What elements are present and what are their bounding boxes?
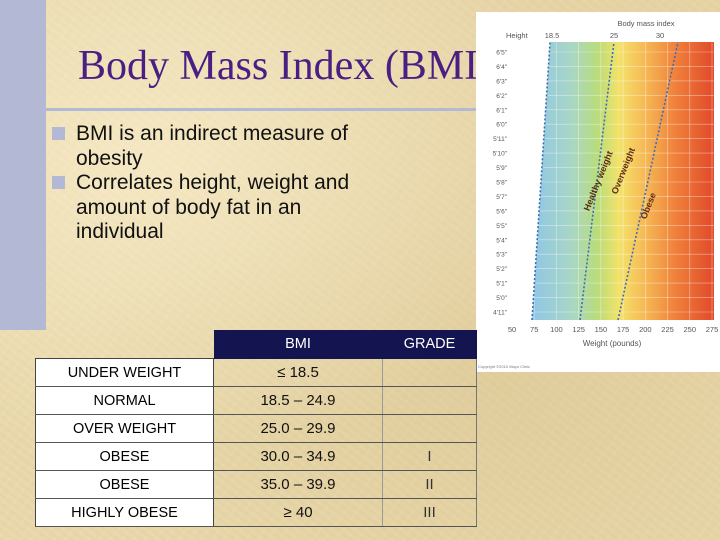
weight-tick-label: 100 — [550, 325, 563, 334]
copyright-text: Copyright ©2010 Mayo Clinic — [478, 364, 530, 369]
bmi-tick-label: 30 — [656, 31, 664, 40]
table-row: UNDER WEIGHT ≤ 18.5 — [35, 358, 477, 387]
category-cell: HIGHLY OBESE — [35, 498, 214, 527]
height-tick-label: 6'1" — [496, 107, 507, 114]
weight-tick-label: 50 — [508, 325, 516, 334]
bmi-chart-svg: 6'5" 6'4" 6'3" 6'2" 6'1" 6'0" 5'11" 5'10" 5'9" 5'… — [476, 12, 720, 372]
height-tick-label: 5'3" — [496, 252, 507, 259]
bmi-range-cell: ≤ 18.5 — [213, 358, 383, 387]
height-tick-label: 6'4" — [496, 64, 507, 71]
bmi-tick-label: 25 — [610, 31, 618, 40]
table-row: OVER WEIGHT 25.0 – 29.9 — [35, 414, 477, 443]
height-tick-label: 6'3" — [496, 78, 507, 85]
grade-cell — [382, 414, 477, 443]
height-tick-label: 6'5" — [496, 50, 507, 57]
category-cell: OBESE — [35, 442, 214, 471]
square-bullet-icon — [52, 176, 65, 189]
height-tick-label: 5'9" — [496, 165, 507, 172]
height-tick-label: 5'4" — [496, 237, 507, 244]
category-cell: OBESE — [35, 470, 214, 499]
height-tick-label: 6'2" — [496, 93, 507, 100]
table-row: NORMAL 18.5 – 24.9 — [35, 386, 477, 415]
category-cell: NORMAL — [35, 386, 214, 415]
table-row: OBESE 30.0 – 34.9 I — [35, 442, 477, 471]
bullet-item: Correlates height, weight and amount of … — [52, 171, 382, 245]
weight-tick-label: 200 — [639, 325, 652, 334]
square-bullet-icon — [52, 127, 65, 140]
height-tick-label: 5'1" — [496, 281, 507, 288]
grade-cell: II — [382, 470, 477, 499]
header-grade: GRADE — [382, 330, 477, 359]
bmi-range-cell: 25.0 – 29.9 — [213, 414, 383, 443]
grade-cell — [382, 358, 477, 387]
grade-cell: I — [382, 442, 477, 471]
grade-cell: III — [382, 498, 477, 527]
underweight-region — [510, 42, 550, 320]
weight-tick-label: 125 — [572, 325, 585, 334]
left-accent-bar — [0, 0, 46, 330]
height-tick-label: 5'10" — [493, 151, 508, 158]
weight-tick-label: 275 — [706, 325, 719, 334]
slide-title: Body Mass Index (BMI) — [78, 43, 493, 89]
weight-tick-label: 75 — [530, 325, 538, 334]
table-row: OBESE 35.0 – 39.9 II — [35, 470, 477, 499]
bmi-axis-title: Body mass index — [617, 19, 674, 28]
bullet-text: BMI is an indirect measure of obesity — [76, 122, 348, 170]
weight-tick-label: 175 — [617, 325, 630, 334]
bmi-range-cell: 35.0 – 39.9 — [213, 470, 383, 499]
bullet-item: BMI is an indirect measure of obesity — [52, 122, 382, 171]
table-header-row: BMI GRADE — [36, 330, 477, 359]
height-tick-label: 5'5" — [496, 223, 507, 230]
category-cell: UNDER WEIGHT — [35, 358, 214, 387]
bmi-tick-label: 18.5 — [545, 31, 560, 40]
height-tick-label: 5'0" — [496, 295, 507, 302]
bullet-list: BMI is an indirect measure of obesity Co… — [52, 122, 382, 245]
bmi-grade-table: BMI GRADE UNDER WEIGHT ≤ 18.5 NORMAL 18.… — [35, 330, 477, 527]
height-tick-label: 5'7" — [496, 194, 507, 201]
height-axis-label: Height — [506, 31, 529, 40]
weight-tick-label: 150 — [595, 325, 608, 334]
bmi-chart-image: 6'5" 6'4" 6'3" 6'2" 6'1" 6'0" 5'11" 5'10" 5'9" 5'… — [476, 12, 720, 372]
header-blank-cell — [36, 330, 214, 359]
bullet-text: Correlates height, weight and amount of … — [76, 171, 350, 243]
bmi-threshold-line — [531, 41, 551, 321]
bmi-range-cell: ≥ 40 — [213, 498, 383, 527]
bmi-threshold-line — [579, 41, 615, 321]
height-tick-label: 5'2" — [496, 266, 507, 273]
height-tick-label: 4'11" — [493, 310, 508, 317]
bmi-range-cell: 30.0 – 34.9 — [213, 442, 383, 471]
weight-axis-label: Weight (pounds) — [583, 339, 642, 348]
title-underline — [0, 108, 478, 111]
bmi-threshold-line — [617, 41, 679, 321]
height-tick-label: 6'0" — [496, 122, 507, 129]
grade-cell — [382, 386, 477, 415]
height-tick-label: 5'8" — [496, 180, 507, 187]
weight-tick-label: 225 — [661, 325, 674, 334]
height-tick-label: 5'6" — [496, 208, 507, 215]
weight-tick-label: 250 — [684, 325, 697, 334]
table-row: HIGHLY OBESE ≥ 40 III — [35, 498, 477, 527]
category-cell: OVER WEIGHT — [35, 414, 214, 443]
height-tick-label: 5'11" — [493, 136, 508, 143]
header-bmi: BMI — [213, 330, 383, 359]
bmi-range-cell: 18.5 – 24.9 — [213, 386, 383, 415]
